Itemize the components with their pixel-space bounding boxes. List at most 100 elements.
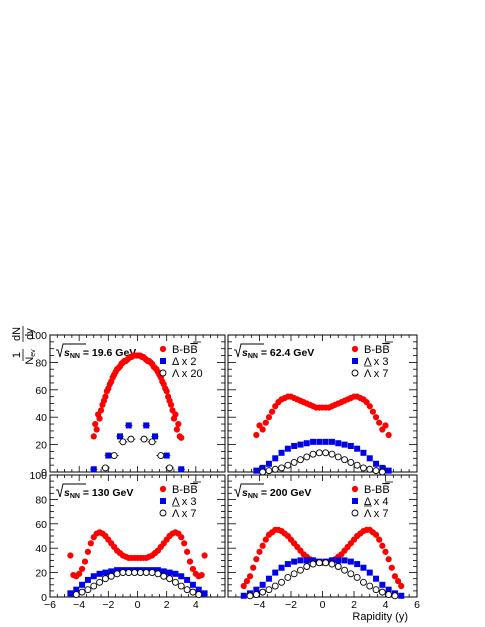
- data-point: [90, 573, 97, 580]
- data-point: [372, 467, 380, 475]
- data-point: [105, 452, 112, 459]
- data-point: [272, 455, 279, 462]
- data-point: [291, 442, 298, 449]
- data-point: [148, 569, 156, 577]
- data-point: [303, 563, 311, 570]
- y-tick-label: 60: [35, 519, 47, 531]
- legend-marker: [159, 369, 167, 377]
- data-point: [97, 407, 105, 414]
- data-point: [291, 558, 298, 565]
- data-point: [278, 464, 285, 472]
- data-point: [341, 557, 348, 564]
- data-point: [101, 575, 109, 583]
- legend-marker: [159, 345, 167, 353]
- series-3: [246, 559, 399, 600]
- data-point: [316, 438, 323, 445]
- legend-marker: [351, 509, 359, 517]
- data-point: [173, 426, 180, 433]
- data-point: [335, 440, 342, 447]
- data-point: [92, 420, 99, 428]
- legend-label: Λ x 7: [364, 368, 388, 380]
- data-point: [87, 540, 94, 547]
- series-3: [72, 569, 203, 599]
- x-tick-label: 6: [414, 599, 420, 611]
- data-point: [175, 420, 182, 428]
- data-point: [290, 458, 298, 466]
- data-point: [178, 573, 185, 580]
- x-tick-label: −4: [254, 599, 266, 611]
- data-point: [189, 565, 197, 573]
- data-point: [90, 582, 98, 590]
- y-tick-label: 20: [35, 568, 47, 580]
- data-point: [347, 558, 354, 565]
- data-point: [84, 576, 91, 583]
- data-point: [278, 449, 285, 456]
- data-point: [372, 531, 380, 538]
- data-point: [297, 441, 304, 448]
- energy-text: sNN = 19.6 GeV: [64, 347, 136, 360]
- data-point: [385, 586, 392, 593]
- panel-2: sNN = 62.4 GeV B-BBΛ x 3Λ x 7: [227, 334, 418, 476]
- data-point: [259, 581, 266, 588]
- data-point: [315, 559, 323, 567]
- y-tick-label: 60: [35, 385, 47, 397]
- data-point: [398, 592, 405, 599]
- y-title-dy: dy: [24, 328, 36, 340]
- data-point: [178, 434, 185, 441]
- data-point: [297, 557, 304, 564]
- data-point: [96, 415, 103, 422]
- data-point: [391, 592, 399, 600]
- data-point: [181, 540, 188, 547]
- data-point: [102, 393, 109, 400]
- data-point: [195, 591, 203, 599]
- data-point: [186, 558, 194, 565]
- data-point: [265, 467, 273, 475]
- data-point: [140, 435, 148, 443]
- x-axis-title: Rapidity (y): [352, 611, 408, 623]
- data-point: [178, 534, 185, 541]
- data-point: [265, 586, 273, 594]
- legend-marker: [159, 509, 167, 517]
- x-tick-label: 0: [320, 599, 326, 611]
- data-point: [183, 586, 191, 594]
- panel-4: −4 −2 0 2 4 6 sNN = 200 GeV B-BBΔ x 4Λ x 7: [227, 474, 420, 611]
- data-point: [379, 581, 386, 588]
- legend-marker: [351, 345, 359, 353]
- data-point: [353, 574, 361, 581]
- legend-marker: [352, 498, 358, 504]
- data-point: [78, 565, 86, 573]
- legend-marker: [352, 358, 358, 364]
- legend: B-BBΔ x 4Λ x 7: [351, 481, 393, 520]
- data-point: [310, 557, 317, 564]
- data-point: [378, 468, 386, 476]
- series-3: [101, 435, 174, 472]
- data-point: [172, 411, 179, 418]
- data-point: [102, 569, 109, 576]
- data-point: [269, 408, 276, 415]
- x-tick-label: −2: [102, 599, 114, 611]
- data-point: [369, 408, 376, 415]
- data-point: [90, 433, 97, 440]
- data-point: [297, 566, 304, 574]
- data-point: [284, 574, 292, 581]
- data-point: [278, 564, 285, 571]
- legend-label: Λ x 3: [172, 496, 196, 508]
- data-point: [72, 591, 80, 599]
- data-point: [253, 431, 260, 439]
- data-point: [328, 557, 335, 564]
- data-point: [101, 464, 109, 472]
- data-point: [250, 564, 257, 571]
- data-point: [262, 419, 269, 426]
- data-point: [354, 445, 361, 452]
- legend-label: B-BB: [364, 484, 390, 496]
- data-point: [114, 567, 121, 574]
- legend-marker: [160, 498, 166, 504]
- data-point: [184, 576, 191, 583]
- y-tick-label: 40: [35, 412, 47, 424]
- data-point: [96, 570, 103, 577]
- data-point: [262, 536, 269, 543]
- data-point: [84, 548, 92, 555]
- y-tick-label: 0: [41, 467, 47, 479]
- data-point: [303, 557, 310, 564]
